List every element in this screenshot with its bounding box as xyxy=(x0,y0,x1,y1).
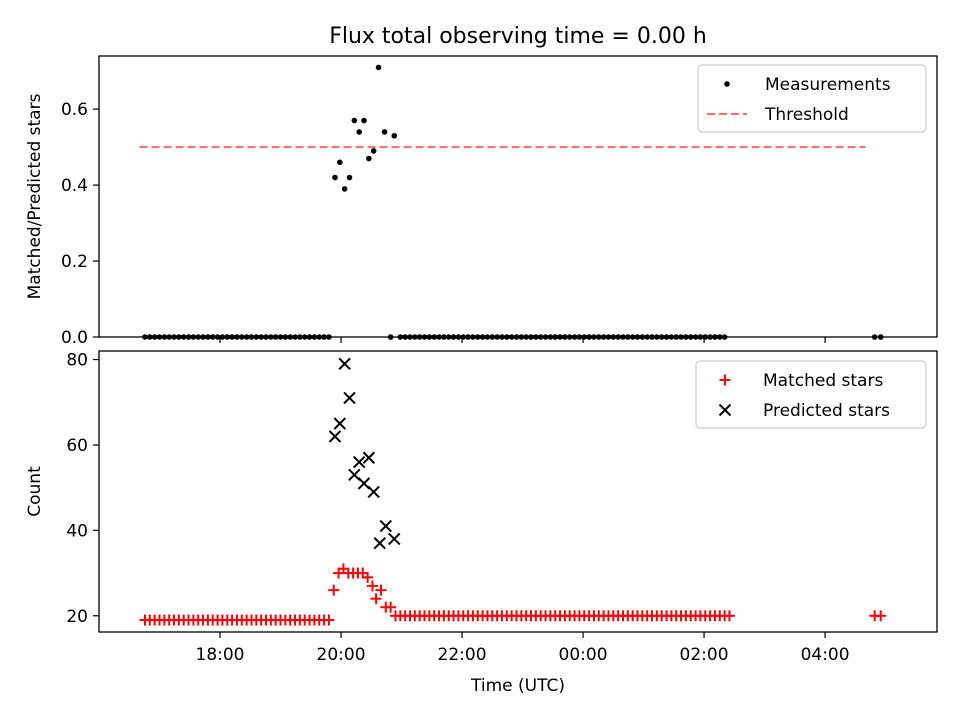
legend-marker xyxy=(718,403,732,417)
cross-b xyxy=(338,357,351,371)
legend-label: Matched stars xyxy=(763,371,883,391)
data-point xyxy=(346,174,353,181)
cross-b xyxy=(379,519,393,533)
series-matched-stars xyxy=(139,563,887,626)
cross-b xyxy=(388,532,401,546)
x-axis-label: Time (UTC) xyxy=(470,676,565,696)
data-point xyxy=(341,186,348,192)
y-tick-label: 0.0 xyxy=(61,328,88,348)
legend-label: Measurements xyxy=(765,75,891,95)
data-point xyxy=(391,132,398,139)
x-tick-label: 04:00 xyxy=(801,645,850,665)
data-point xyxy=(875,610,887,622)
axes-frame xyxy=(98,350,938,633)
chart-title: Flux total observing time = 0.00 h xyxy=(329,24,707,49)
data-point xyxy=(723,610,735,622)
legend-box xyxy=(697,64,927,133)
cross-b xyxy=(357,477,371,490)
cross-b xyxy=(343,391,356,405)
data-point xyxy=(373,536,386,550)
cross-b xyxy=(373,536,386,550)
data-point xyxy=(343,391,356,405)
legend: Matched stars Predicted stars xyxy=(695,360,927,429)
data-point xyxy=(379,519,393,533)
data-point xyxy=(333,417,347,430)
y-tick-label: 0.6 xyxy=(61,100,88,120)
legend: Measurements Threshold xyxy=(697,64,927,133)
y-tick-label: 20 xyxy=(66,607,88,627)
x-tick-label: 20:00 xyxy=(317,645,366,665)
data-point xyxy=(385,601,397,613)
cross-b xyxy=(362,451,376,464)
y-axis-label: Matched/Predicted stars xyxy=(25,93,45,299)
data-point xyxy=(375,584,387,596)
legend-label: Threshold xyxy=(764,105,849,125)
bottom-panel: 20 40 60 80 18:00 20:00 22:00 00:00 02:00 04:00 Co… xyxy=(25,350,938,696)
series-predicted-stars xyxy=(328,357,401,550)
data-point xyxy=(351,117,358,124)
y-axis-label: Count xyxy=(25,466,45,517)
cross-b xyxy=(348,468,361,482)
data-point xyxy=(381,129,388,135)
y-tick-label: 60 xyxy=(66,436,88,456)
y-tick-label: 80 xyxy=(66,351,88,371)
x-tick-label: 02:00 xyxy=(680,645,729,665)
cross-b xyxy=(352,455,366,469)
cross-b xyxy=(367,485,380,499)
data-point xyxy=(328,430,342,443)
data-point xyxy=(388,532,401,546)
data-point xyxy=(323,614,335,626)
data-point xyxy=(338,357,351,371)
data-point xyxy=(366,580,378,592)
cross-b xyxy=(718,403,732,417)
cross-b xyxy=(328,430,342,443)
x-tick-label: 00:00 xyxy=(559,645,608,665)
data-point xyxy=(362,451,376,464)
data-point xyxy=(367,485,380,499)
data-point xyxy=(337,159,343,166)
data-point xyxy=(370,148,377,154)
legend-marker xyxy=(719,374,731,386)
data-point xyxy=(356,129,362,135)
data-point xyxy=(362,571,374,583)
data-point xyxy=(332,174,338,181)
x-tick-label: 18:00 xyxy=(196,645,245,665)
legend-marker xyxy=(724,81,730,87)
legend-label: Predicted stars xyxy=(763,401,890,421)
data-point xyxy=(366,155,372,162)
data-point xyxy=(375,64,382,71)
data-point xyxy=(370,593,382,605)
data-point xyxy=(361,117,367,124)
y-tick-label: 0.2 xyxy=(61,252,88,272)
axes-frame xyxy=(98,55,938,338)
y-tick-label: 40 xyxy=(66,521,88,541)
data-point xyxy=(328,584,340,596)
legend-box xyxy=(695,360,927,429)
x-tick-label: 22:00 xyxy=(438,645,487,665)
data-point xyxy=(352,455,366,469)
y-tick-label: 0.4 xyxy=(61,176,88,196)
cross-b xyxy=(333,417,347,430)
top-panel: 0.0 0.2 0.4 0.6 Matched/Predicted stars Measu… xyxy=(25,55,938,348)
